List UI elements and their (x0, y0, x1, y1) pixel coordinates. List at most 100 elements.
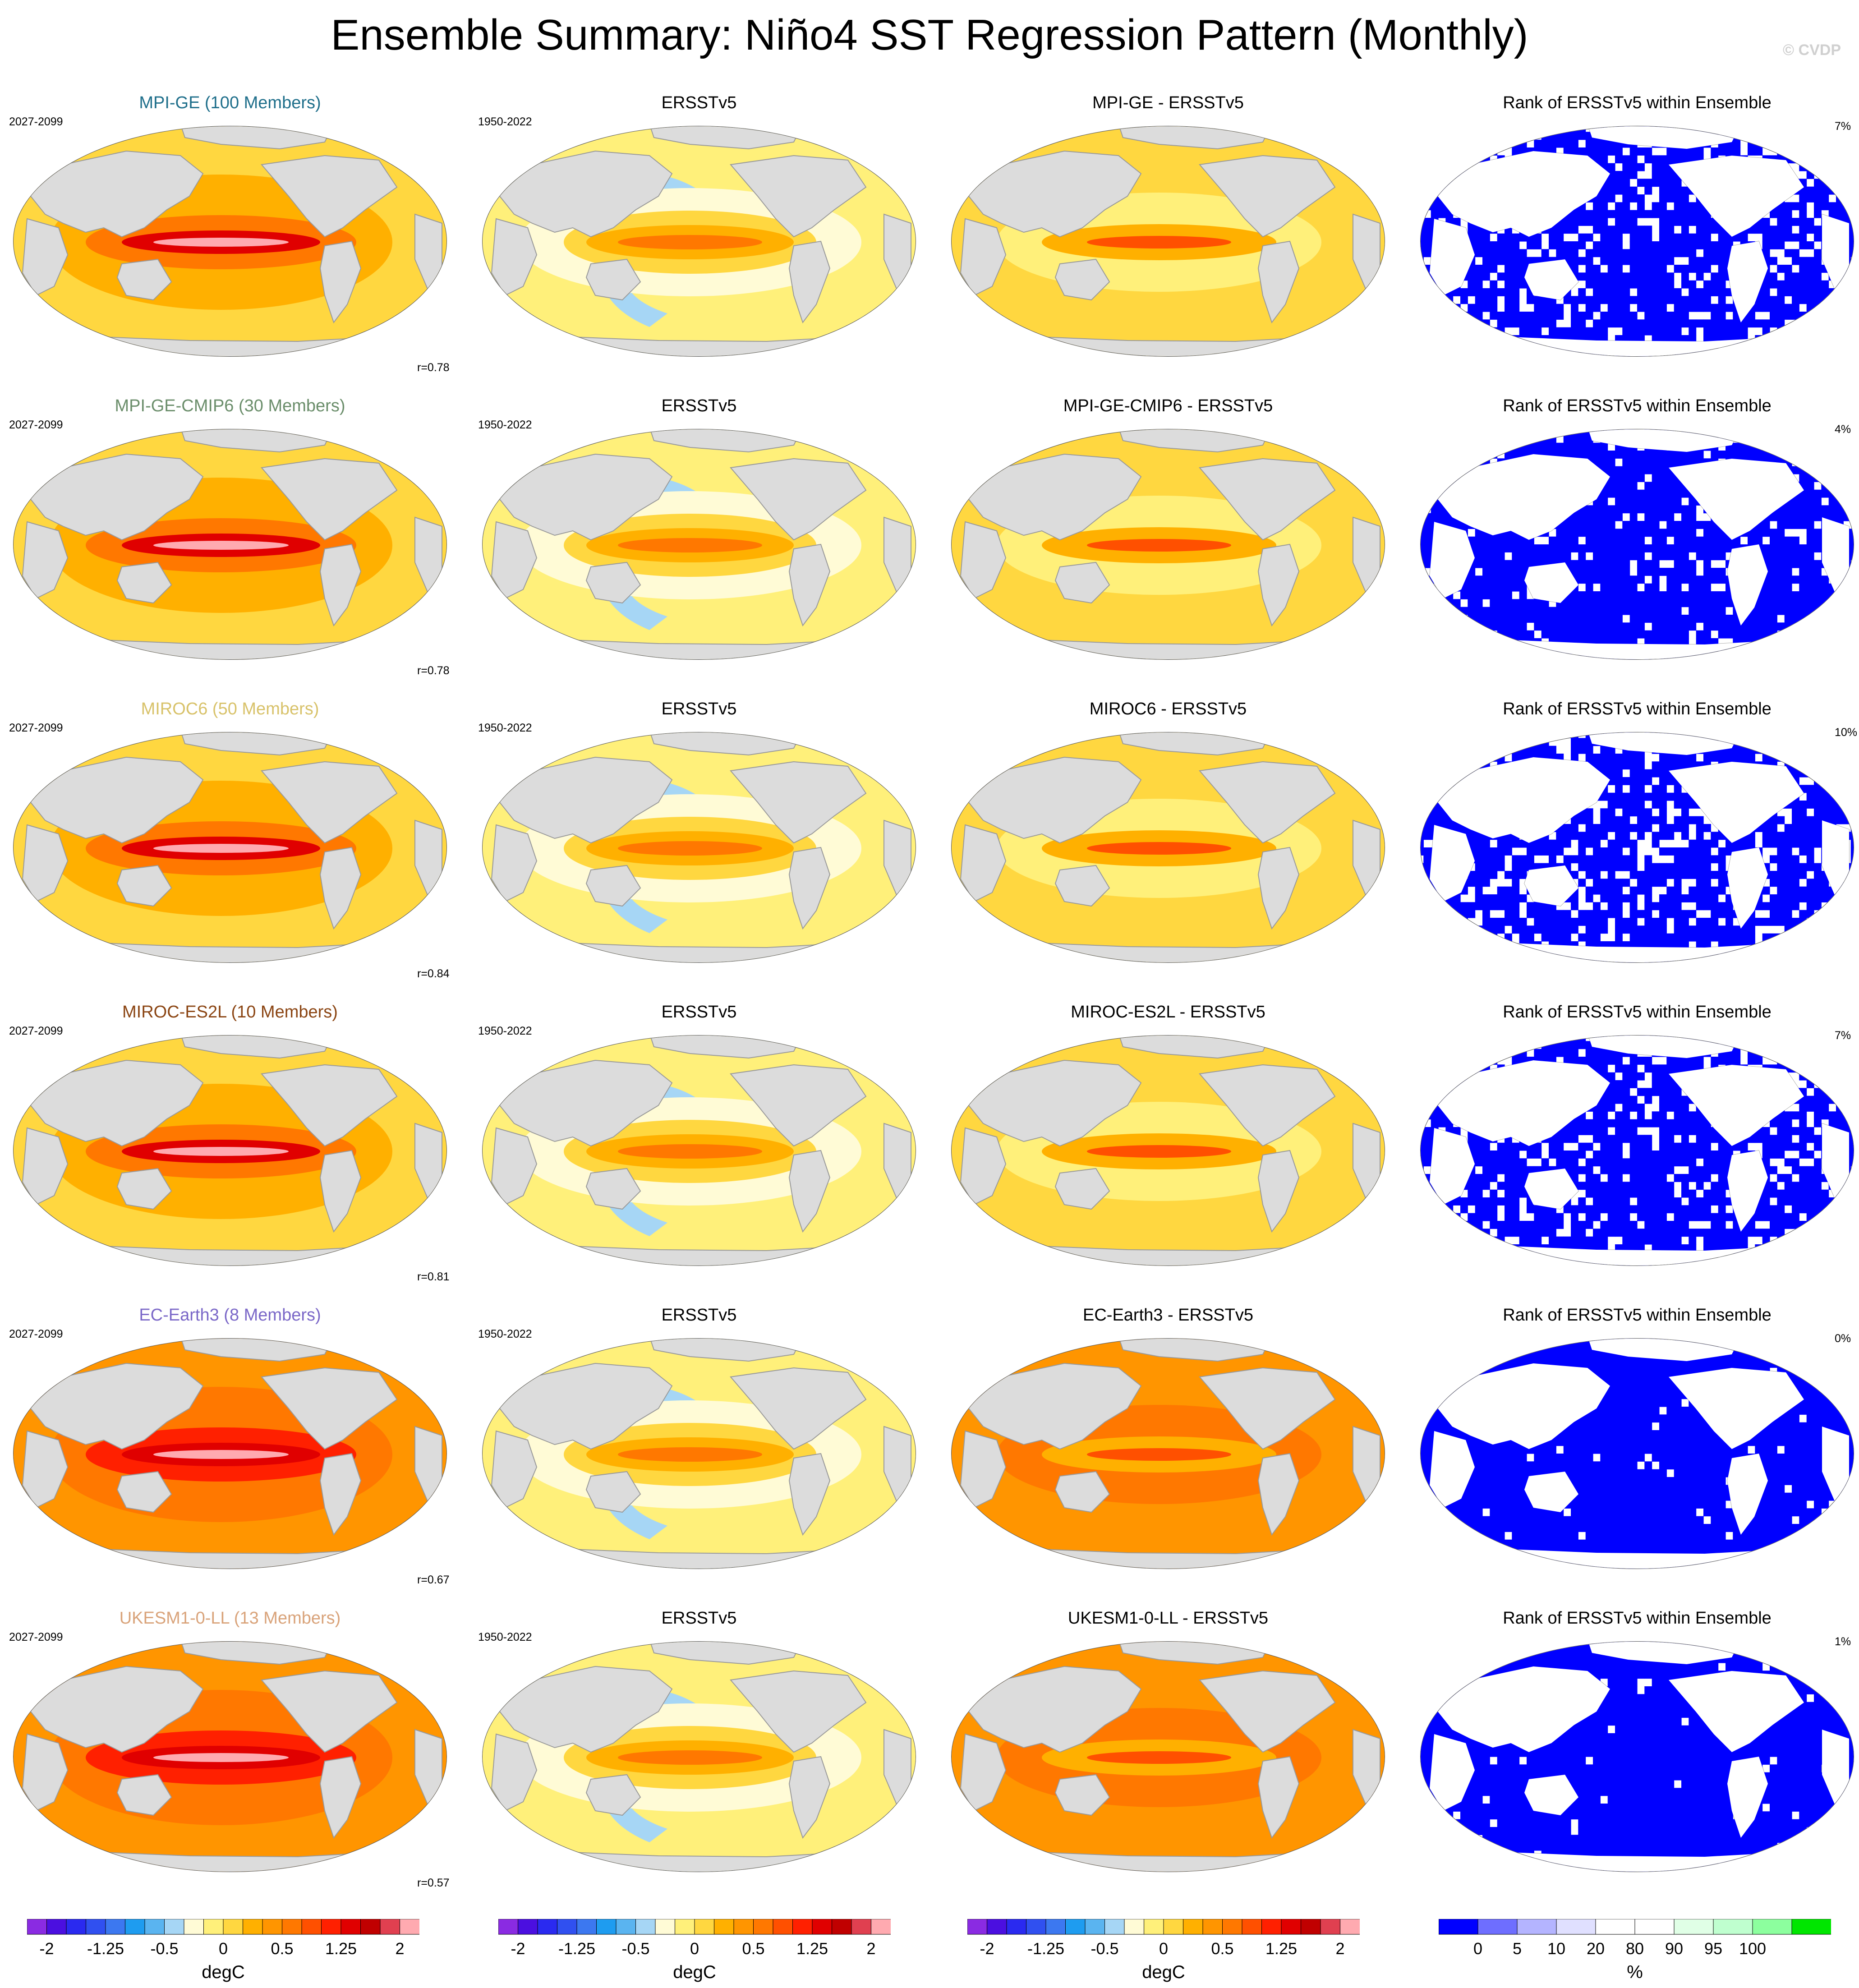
colorbar-rank-tick: 90 (1665, 1939, 1684, 1958)
obs-panel-title: ERSSTv5 (661, 1609, 737, 1628)
obs-map (482, 429, 916, 660)
period-label: 1950-2022 (478, 115, 532, 128)
diff-map (951, 126, 1385, 357)
model-panel-title: MIROC-ES2L (10 Members) (122, 1003, 338, 1022)
diff-map (951, 732, 1385, 963)
model-map (13, 1035, 447, 1266)
diff-panel-title: MPI-GE-CMIP6 - ERSSTv5 (1063, 396, 1273, 415)
period-label: 1950-2022 (478, 419, 532, 431)
colorbar-model-tick: -1.25 (87, 1939, 124, 1958)
period-label: 2027-2099 (9, 1025, 63, 1037)
colorbar-diff-tick: 0.5 (1211, 1939, 1234, 1958)
colorbar-obs-tick: -0.5 (621, 1939, 650, 1958)
period-label: 2027-2099 (9, 419, 63, 431)
obs-panel-title: ERSSTv5 (661, 93, 737, 112)
period-label: 1950-2022 (478, 1631, 532, 1643)
rank-map (1420, 1338, 1854, 1569)
diff-map (951, 429, 1385, 660)
colorbar-diff-tick: 1.25 (1265, 1939, 1298, 1958)
model-map (13, 732, 447, 963)
rank-panel-title: Rank of ERSSTv5 within Ensemble (1503, 396, 1772, 415)
rank-panel-title: Rank of ERSSTv5 within Ensemble (1503, 93, 1772, 112)
colorbar-model: -2 -1.25 -0.5 0 0.5 1.25 2 degC (27, 1919, 420, 1987)
colorbar-rank-tick: 0 (1473, 1939, 1483, 1958)
pattern-correlation: r=0.81 (417, 1270, 450, 1283)
rank-percent: 7% (1835, 1029, 1851, 1042)
colorbar-rank-tick: 10 (1547, 1939, 1566, 1958)
period-label: 1950-2022 (478, 1025, 532, 1037)
period-label: 2027-2099 (9, 1631, 63, 1643)
colorbar-model-tick: 0 (218, 1939, 228, 1958)
rank-map (1420, 1641, 1854, 1872)
obs-panel-title: ERSSTv5 (661, 1306, 737, 1325)
model-panel-title: EC-Earth3 (8 Members) (139, 1306, 321, 1325)
rank-panel-title: Rank of ERSSTv5 within Ensemble (1503, 1306, 1772, 1325)
model-map (13, 1338, 447, 1569)
page-title: Ensemble Summary: Niño4 SST Regression P… (331, 11, 1528, 59)
colorbar-diff-tick: -0.5 (1091, 1939, 1119, 1958)
colorbar-rank: 0 5 10 20 80 90 95 100% (1438, 1919, 1831, 1987)
colorbar-diff-unit: degC (1142, 1962, 1185, 1982)
colorbar-obs-unit: degC (673, 1962, 716, 1982)
colorbar-model-tick: 2 (395, 1939, 405, 1958)
period-label: 2027-2099 (9, 1328, 63, 1340)
diff-map (951, 1641, 1385, 1872)
colorbar-obs-tick: 1.25 (796, 1939, 828, 1958)
model-map (13, 1641, 447, 1872)
colorbar-obs-tick: -2 (511, 1939, 525, 1958)
colorbar-diff-tick: 0 (1159, 1939, 1169, 1958)
colorbar-obs-tick: 2 (866, 1939, 876, 1958)
diff-map (951, 1338, 1385, 1569)
period-label: 2027-2099 (9, 722, 63, 734)
colorbar-rank-tick: 5 (1512, 1939, 1522, 1958)
period-label: 2027-2099 (9, 115, 63, 128)
colorbar-diff: -2 -1.25 -0.5 0 0.5 1.25 2 degC (967, 1919, 1360, 1987)
colorbar-model-tick: -0.5 (150, 1939, 179, 1958)
colorbar-diff-tick: -2 (980, 1939, 994, 1958)
diff-map (951, 1035, 1385, 1266)
rank-panel-title: Rank of ERSSTv5 within Ensemble (1503, 699, 1772, 718)
rank-map (1420, 429, 1854, 660)
colorbar-obs-tick: 0 (690, 1939, 699, 1958)
colorbar-diff-boxes (967, 1919, 1360, 1935)
colorbar-model-tick: -2 (39, 1939, 54, 1958)
diff-panel-title: EC-Earth3 - ERSSTv5 (1083, 1306, 1253, 1325)
rank-percent: 1% (1835, 1635, 1851, 1648)
rank-map (1420, 1035, 1854, 1266)
rank-map (1420, 732, 1854, 963)
period-label: 1950-2022 (478, 722, 532, 734)
pattern-correlation: r=0.78 (417, 664, 450, 677)
diff-panel-title: MIROC-ES2L - ERSSTv5 (1071, 1003, 1265, 1022)
colorbar-obs-tick: 0.5 (742, 1939, 765, 1958)
pattern-correlation: r=0.57 (417, 1877, 450, 1889)
pattern-correlation: r=0.84 (417, 967, 450, 980)
obs-panel-title: ERSSTv5 (661, 1003, 737, 1022)
model-panel-title: MIROC6 (50 Members) (141, 699, 319, 718)
model-map (13, 429, 447, 660)
obs-map (482, 126, 916, 357)
pattern-correlation: r=0.67 (417, 1574, 450, 1586)
rank-panel-title: Rank of ERSSTv5 within Ensemble (1503, 1609, 1772, 1628)
colorbar-model-boxes (27, 1919, 420, 1935)
obs-map (482, 1338, 916, 1569)
colorbar-rank-tick: 95 (1704, 1939, 1723, 1958)
obs-panel-title: ERSSTv5 (661, 396, 737, 415)
rank-percent: 0% (1835, 1332, 1851, 1345)
model-panel-title: MPI-GE (100 Members) (139, 93, 321, 112)
diff-panel-title: MPI-GE - ERSSTv5 (1092, 93, 1244, 112)
obs-map (482, 1035, 916, 1266)
rank-map (1420, 126, 1854, 357)
rank-percent: 7% (1835, 120, 1851, 133)
colorbar-rank-boxes (1438, 1919, 1831, 1935)
colorbar-model-tick: 0.5 (271, 1939, 294, 1958)
rank-percent: 10% (1835, 726, 1858, 739)
diff-panel-title: UKESM1-0-LL - ERSSTv5 (1068, 1609, 1269, 1628)
pattern-correlation: r=0.78 (417, 361, 450, 374)
colorbar-model-unit: degC (202, 1962, 245, 1982)
diff-panel-title: MIROC6 - ERSSTv5 (1089, 699, 1247, 718)
rank-panel-title: Rank of ERSSTv5 within Ensemble (1503, 1003, 1772, 1022)
model-panel-title: UKESM1-0-LL (13 Members) (119, 1609, 341, 1628)
colorbar-diff-tick: 2 (1335, 1939, 1345, 1958)
colorbar-obs: -2 -1.25 -0.5 0 0.5 1.25 2 degC (498, 1919, 891, 1987)
colorbar-rank-tick: 80 (1625, 1939, 1644, 1958)
